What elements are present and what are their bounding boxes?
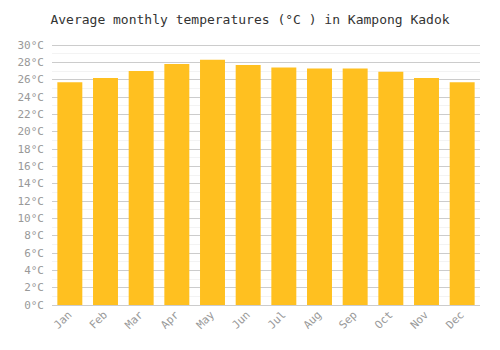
svg-text:30°C: 30°C — [18, 39, 45, 52]
svg-text:14°C: 14°C — [18, 177, 45, 190]
svg-text:Jan: Jan — [51, 308, 74, 331]
svg-text:Oct: Oct — [372, 308, 395, 331]
svg-text:May: May — [194, 308, 217, 331]
svg-text:20°C: 20°C — [18, 125, 45, 138]
svg-text:Nov: Nov — [408, 308, 431, 331]
svg-text:Feb: Feb — [87, 308, 110, 331]
svg-text:Sep: Sep — [337, 308, 360, 331]
svg-text:Jul: Jul — [265, 308, 288, 331]
svg-text:4°C: 4°C — [24, 264, 44, 277]
svg-text:18°C: 18°C — [18, 143, 45, 156]
svg-text:16°C: 16°C — [18, 160, 45, 173]
svg-text:10°C: 10°C — [18, 212, 45, 225]
svg-text:2°C: 2°C — [24, 281, 44, 294]
svg-text:Aug: Aug — [301, 308, 324, 331]
svg-text:Jun: Jun — [230, 308, 253, 331]
svg-text:12°C: 12°C — [18, 195, 45, 208]
svg-text:26°C: 26°C — [18, 73, 45, 86]
svg-text:Dec: Dec — [444, 308, 467, 331]
svg-text:6°C: 6°C — [24, 247, 44, 260]
svg-text:28°C: 28°C — [18, 56, 45, 69]
svg-text:0°C: 0°C — [24, 299, 44, 312]
svg-text:8°C: 8°C — [24, 229, 44, 242]
svg-text:22°C: 22°C — [18, 108, 45, 121]
svg-text:Mar: Mar — [123, 308, 146, 331]
svg-text:24°C: 24°C — [18, 91, 45, 104]
svg-text:Apr: Apr — [158, 308, 181, 331]
svg-text:Average monthly temperatures (: Average monthly temperatures (°C ) in Ka… — [50, 12, 449, 27]
